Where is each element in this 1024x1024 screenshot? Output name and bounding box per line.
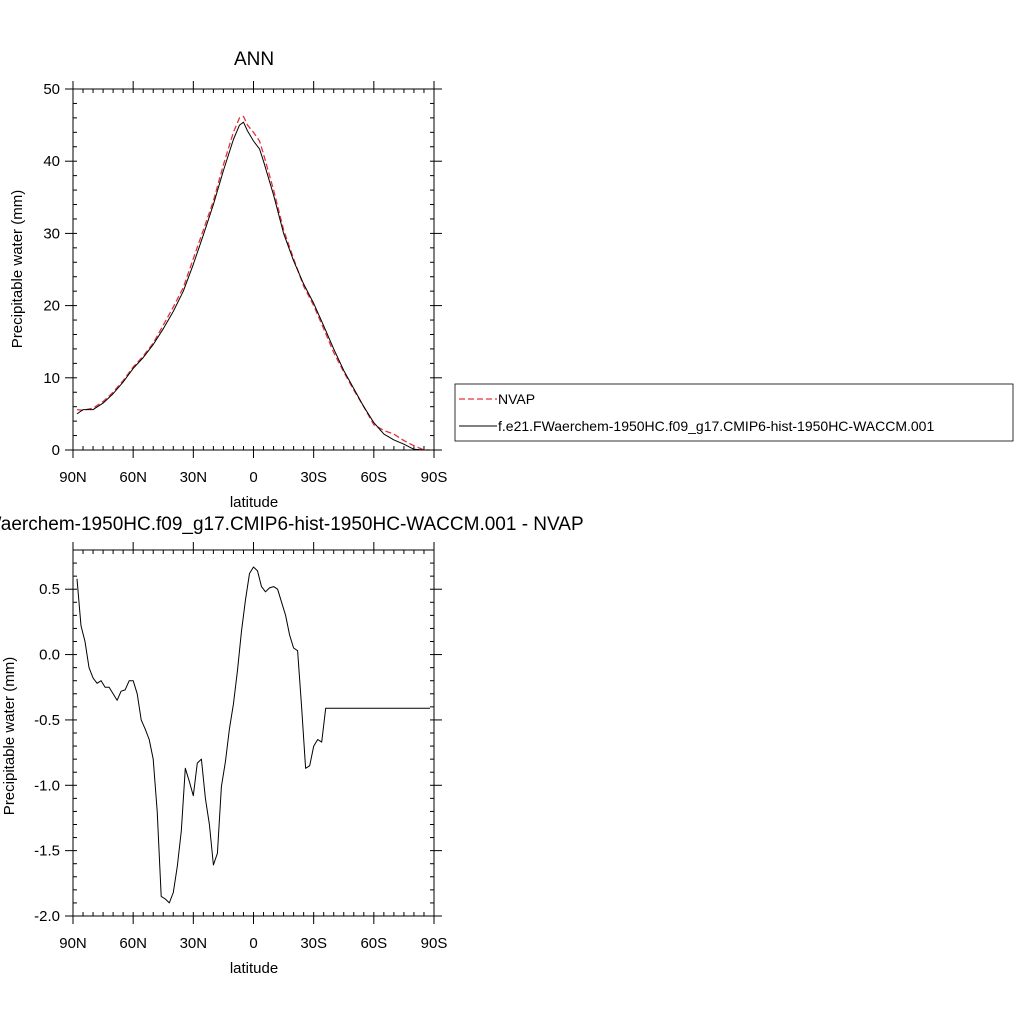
legend-label-nvap: NVAP	[498, 391, 535, 407]
bottom-chart-y-tick-label: -2.0	[34, 908, 60, 925]
bottom-chart-x-tick-label: 0	[249, 935, 257, 952]
bottom-chart-plot-frame	[72, 549, 435, 917]
legend: NVAP f.e21.FWaerchem-1950HC.f09_g17.CMIP…	[454, 383, 1014, 442]
bottom-chart-x-axis-label: latitude	[230, 960, 278, 977]
legend-box	[454, 383, 1014, 442]
top-chart-y-tick-label: 10	[43, 370, 60, 387]
bottom-chart-y-tick-label: 0.5	[39, 581, 60, 598]
bottom-chart-y-axis-label: Precipitable water (mm)	[1, 657, 18, 815]
top-chart-y-tick-label: 0	[52, 442, 60, 459]
top-chart-x-tick-label: 30S	[300, 469, 327, 486]
bottom-chart-y-tick-label: -1.0	[34, 777, 60, 794]
bottom-chart-panel: f.e21.FWaerchem-1950HC.f09_g17.CMIP6-his…	[0, 514, 584, 977]
top-chart-x-tick-label: 0	[249, 469, 257, 486]
top-chart-y-tick-label: 50	[43, 81, 60, 98]
bottom-chart-x-tick-label: 60S	[360, 935, 387, 952]
bottom-chart-x-tick-label: 90S	[421, 935, 448, 952]
bottom-chart-y-tick-label: -0.5	[34, 712, 60, 729]
top-chart-y-axis-label: Precipitable water (mm)	[9, 190, 26, 348]
top-chart-x-tick-label: 60S	[360, 469, 387, 486]
top-chart-title: ANN	[234, 49, 274, 70]
top-chart-x-tick-label: 30N	[180, 469, 208, 486]
top-chart-ticks: 90N 60N 30N 0 30S 60S 90S 0 10 20 30 40 50	[43, 81, 447, 486]
bottom-chart-title: f.e21.FWaerchem-1950HC.f09_g17.CMIP6-his…	[0, 514, 584, 535]
top-chart-y-tick-label: 20	[43, 298, 60, 315]
bottom-chart-ticks: 90N 60N 30N 0 30S 60S 90S -2.0 -1.5 -1.0 -0.5 0.0 0.…	[34, 542, 447, 952]
top-chart-series	[76, 115, 430, 451]
top-chart-panel: ANN Precipitable water (mm) latitude 90N…	[9, 49, 447, 511]
top-chart-series-line-nvap	[76, 115, 430, 451]
top-chart-x-tick-label: 90N	[59, 469, 87, 486]
top-chart-x-tick-label: 90S	[421, 469, 448, 486]
top-chart-series-line-model	[76, 121, 430, 451]
legend-label-model: f.e21.FWaerchem-1950HC.f09_g17.CMIP6-his…	[498, 418, 934, 434]
bottom-chart-x-tick-label: 30N	[180, 935, 208, 952]
bottom-chart-series	[76, 566, 430, 904]
top-chart-x-tick-label: 60N	[119, 469, 147, 486]
top-chart-x-axis-label: latitude	[230, 494, 278, 511]
bottom-chart-x-tick-label: 60N	[119, 935, 147, 952]
top-chart-y-tick-label: 30	[43, 225, 60, 242]
top-chart-y-tick-label: 40	[43, 153, 60, 170]
bottom-chart-x-tick-label: 90N	[59, 935, 87, 952]
top-chart-plot-frame	[72, 88, 435, 451]
bottom-chart-series-line-difference	[76, 566, 430, 904]
bottom-chart-x-tick-label: 30S	[300, 935, 327, 952]
bottom-chart-y-tick-label: 0.0	[39, 647, 60, 664]
bottom-chart-y-tick-label: -1.5	[34, 843, 60, 860]
